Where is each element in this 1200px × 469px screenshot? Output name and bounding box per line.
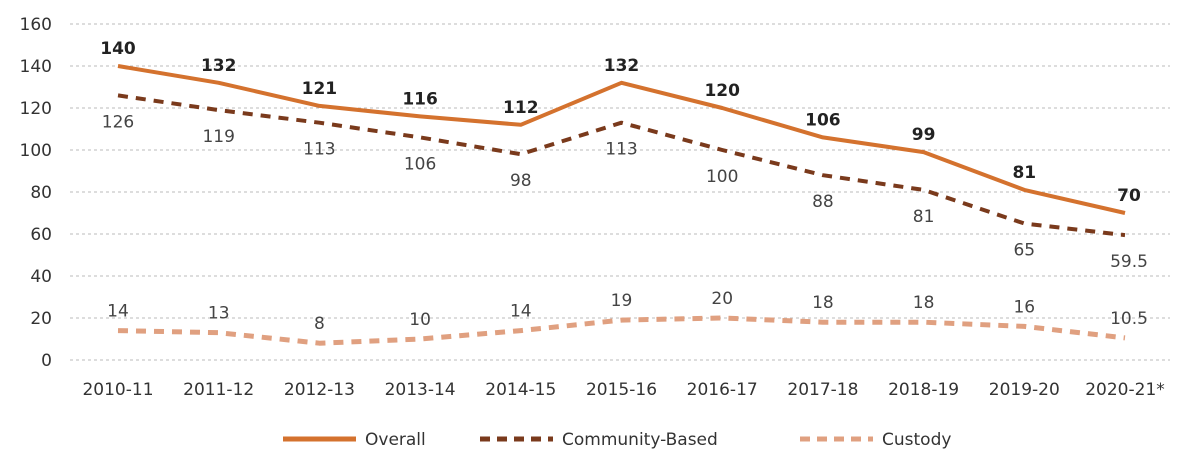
- legend-label-custody: Custody: [882, 430, 951, 450]
- y-tick-label: 40: [30, 267, 52, 287]
- x-tick-label: 2018-19: [888, 380, 959, 400]
- data-label-custody: 20: [711, 289, 733, 309]
- data-label-community-based: 113: [303, 140, 335, 160]
- data-label-custody: 18: [812, 293, 834, 313]
- data-label-overall: 140: [100, 39, 136, 59]
- y-tick-label: 120: [20, 99, 52, 119]
- legend: Overall Community-Based Custody: [283, 430, 951, 450]
- legend-label-overall: Overall: [365, 430, 426, 450]
- x-tick-label: 2017-18: [787, 380, 858, 400]
- y-tick-label: 80: [30, 183, 52, 203]
- legend-label-community-based: Community-Based: [562, 430, 718, 450]
- x-tick-label: 2012-13: [284, 380, 355, 400]
- y-tick-label: 20: [30, 309, 52, 329]
- y-axis-tick-labels: 0 20 40 60 80 100 120 140 160: [20, 15, 52, 371]
- x-tick-label: 2010-11: [82, 380, 153, 400]
- data-label-overall: 70: [1117, 186, 1141, 206]
- x-tick-label: 2015-16: [586, 380, 657, 400]
- y-tick-label: 160: [20, 15, 52, 35]
- data-label-community-based: 100: [706, 167, 738, 187]
- data-label-custody: 18: [913, 293, 935, 313]
- data-label-overall: 81: [1012, 163, 1036, 183]
- data-label-custody: 16: [1013, 297, 1035, 317]
- data-label-overall: 132: [604, 56, 640, 76]
- y-tick-label: 100: [20, 141, 52, 161]
- data-label-custody: 14: [107, 302, 129, 322]
- data-label-custody: 19: [611, 291, 633, 311]
- x-tick-label: 2016-17: [687, 380, 758, 400]
- data-label-community-based: 81: [913, 207, 935, 227]
- data-label-community-based: 59.5: [1110, 252, 1148, 272]
- data-labels: 140 132 121 116 112 132 120 106 99 81 70 126 119 113 1…: [100, 39, 1148, 334]
- data-label-overall: 99: [912, 125, 936, 145]
- data-label-custody: 14: [510, 302, 532, 322]
- x-tick-label: 2013-14: [385, 380, 456, 400]
- data-label-custody: 8: [314, 314, 325, 334]
- data-label-community-based: 98: [510, 171, 532, 191]
- data-label-overall: 120: [704, 81, 740, 101]
- x-axis-tick-labels: 2010-11 2011-12 2012-13 2013-14 2014-15 2015-…: [82, 380, 1164, 400]
- series-line-custody: [117, 315, 1126, 346]
- data-label-community-based: 126: [102, 112, 134, 132]
- data-label-community-based: 88: [812, 192, 834, 212]
- data-label-custody: 10: [409, 310, 431, 330]
- y-tick-label: 0: [41, 351, 52, 371]
- data-label-community-based: 106: [404, 154, 436, 174]
- data-label-overall: 116: [402, 89, 438, 109]
- data-label-overall: 112: [503, 98, 539, 118]
- data-label-community-based: 119: [202, 127, 234, 147]
- data-label-overall: 121: [302, 79, 338, 99]
- x-tick-label: 2020-21*: [1085, 380, 1165, 400]
- data-label-custody: 13: [208, 304, 230, 324]
- x-tick-label: 2011-12: [183, 380, 254, 400]
- series-line-community-based: [117, 93, 1126, 238]
- series-line-overall: [117, 64, 1126, 215]
- data-label-overall: 132: [201, 56, 237, 76]
- data-label-custody: 10.5: [1110, 309, 1148, 329]
- y-tick-label: 60: [30, 225, 52, 245]
- x-tick-label: 2019-20: [989, 380, 1060, 400]
- y-tick-label: 140: [20, 57, 52, 77]
- series-lines: [117, 64, 1126, 346]
- data-label-community-based: 65: [1013, 241, 1035, 261]
- x-tick-label: 2014-15: [485, 380, 556, 400]
- data-label-overall: 106: [805, 110, 841, 130]
- data-label-community-based: 113: [605, 140, 637, 160]
